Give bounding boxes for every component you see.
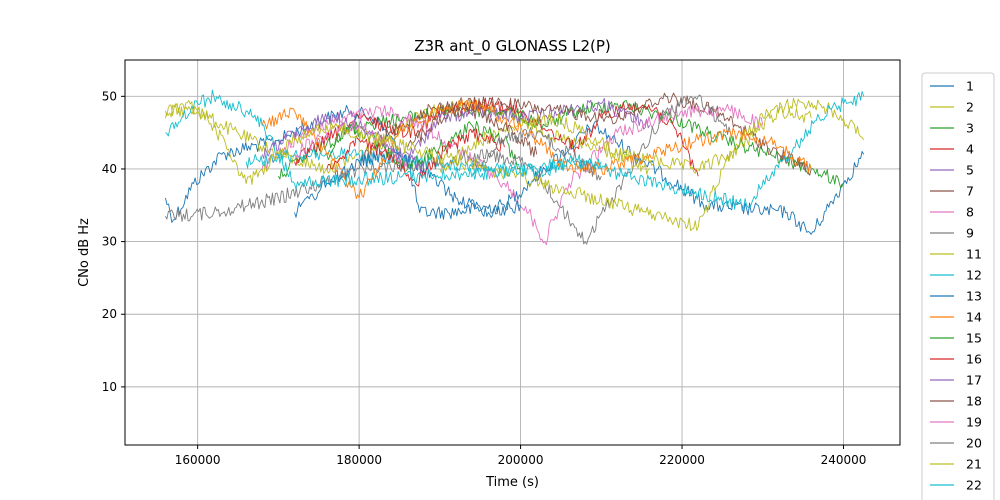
- legend-label-22: 22: [966, 478, 982, 493]
- legend-label-9: 9: [966, 226, 974, 241]
- legend-label-12: 12: [966, 268, 982, 283]
- legend-label-19: 19: [966, 415, 982, 430]
- series-line-15: [326, 120, 521, 172]
- legend-label-1: 1: [966, 79, 974, 94]
- y-axis-label: CNo dB Hz: [77, 218, 92, 287]
- x-axis-ticks: 160000 180000 200000 220000 240000: [175, 445, 867, 467]
- legend-box: [921, 72, 995, 500]
- series-line-13: [294, 148, 522, 219]
- series-line-11: [439, 112, 650, 175]
- legend-label-15: 15: [966, 331, 982, 346]
- series-line-19: [294, 119, 409, 170]
- legend-label-17: 17: [966, 373, 982, 388]
- series-line-21: [164, 97, 865, 232]
- y-tick-label: 30: [102, 235, 117, 249]
- plot-frame: [124, 59, 901, 446]
- legend-label-3: 3: [966, 121, 974, 136]
- series-line-3: [278, 100, 844, 189]
- legend-label-20: 20: [966, 436, 982, 451]
- legend-label-13: 13: [966, 289, 982, 304]
- x-tick-label: 240000: [821, 453, 867, 467]
- x-tick-label: 180000: [336, 453, 382, 467]
- legend-label-16: 16: [966, 352, 982, 367]
- series-line-1: [164, 104, 865, 235]
- y-tick-label: 40: [102, 162, 117, 176]
- legend-label-5: 5: [966, 163, 974, 178]
- legend-label-21: 21: [966, 457, 982, 472]
- legend-label-14: 14: [966, 310, 982, 325]
- x-tick-label: 200000: [498, 453, 544, 467]
- legend-label-7: 7: [966, 184, 974, 199]
- series-line-22: [165, 89, 865, 211]
- legend-label-4: 4: [966, 142, 974, 157]
- x-axis-label: Time (s): [485, 475, 539, 490]
- x-tick-label: 220000: [659, 453, 705, 467]
- legend-label-2: 2: [966, 100, 974, 115]
- series-line-20: [471, 127, 602, 181]
- series-line-7: [358, 92, 812, 176]
- y-tick-label: 50: [102, 89, 117, 103]
- chart-title: Z3R ant_0 GLONASS L2(P): [414, 37, 611, 56]
- series-line-5: [399, 97, 651, 172]
- x-tick-label: 160000: [175, 453, 221, 467]
- series-layer: [164, 89, 865, 246]
- legend-label-8: 8: [966, 205, 974, 220]
- y-tick-label: 20: [102, 307, 117, 321]
- series-line-16: [326, 128, 505, 187]
- legend-label-18: 18: [966, 394, 982, 409]
- y-axis-ticks: 10 20 30 40 50: [102, 89, 125, 394]
- y-tick-label: 10: [102, 380, 117, 394]
- legend-label-11: 11: [966, 247, 982, 262]
